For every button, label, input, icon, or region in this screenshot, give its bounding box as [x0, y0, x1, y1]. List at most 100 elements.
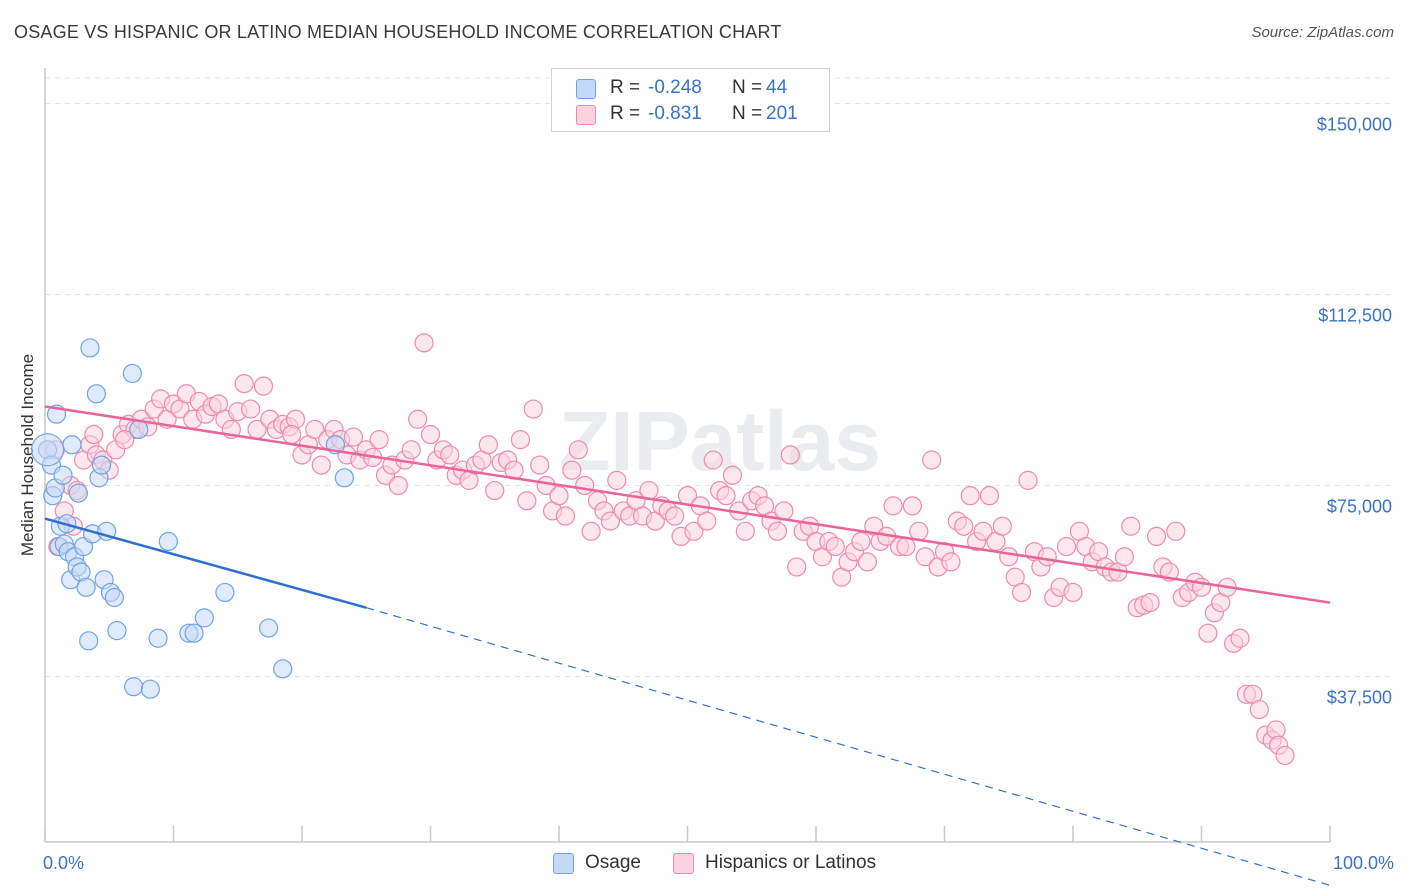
hispanics-point: [979, 486, 1000, 506]
n-value: 44: [766, 77, 788, 98]
hispanics-swatch: [576, 105, 596, 125]
r-value: -0.248: [648, 77, 702, 98]
series-osage: [30, 338, 355, 699]
n-label: N =: [732, 77, 763, 98]
hispanics-point: [857, 552, 878, 572]
hispanics-point: [767, 521, 788, 541]
hispanics-point: [1275, 745, 1295, 766]
hispanics-point: [1056, 536, 1077, 557]
hispanics-point: [1140, 593, 1160, 613]
osage-trend-extension: [366, 607, 1331, 886]
osage-point: [124, 677, 144, 697]
hispanics-point: [896, 536, 916, 557]
hispanics-point: [253, 376, 274, 396]
hispanics-point: [607, 470, 627, 490]
osage-point: [68, 483, 89, 503]
hispanics-point: [992, 516, 1012, 536]
tick-labels: $37,500 $75,000 $112,500 $150,000 0.0% 100.0%: [43, 114, 1394, 873]
hispanics-point: [440, 445, 460, 465]
hispanics-point: [735, 521, 755, 541]
hispanics-point: [408, 409, 428, 429]
hispanics-point: [241, 399, 261, 419]
osage-point: [79, 631, 99, 651]
hispanics-point: [369, 430, 389, 450]
hispanics-point: [305, 419, 325, 440]
osage-point: [158, 531, 178, 552]
n-value: 201: [766, 103, 798, 124]
hispanics-point: [1063, 582, 1083, 603]
hispanics-point: [716, 486, 736, 506]
osage-point: [334, 468, 355, 488]
hispanics-point: [311, 455, 331, 475]
r-value: -0.831: [648, 103, 702, 124]
osage-point: [273, 659, 293, 679]
n-label: N =: [732, 103, 763, 124]
hispanics-point: [684, 521, 704, 541]
hispanics-point: [420, 424, 441, 445]
hispanics-point: [1121, 516, 1141, 536]
hispanics-point: [851, 531, 871, 552]
hispanics-point: [84, 424, 104, 445]
osage-point: [86, 384, 107, 404]
hispanics-point: [234, 374, 254, 394]
hispanics-point: [562, 460, 582, 480]
y-tick-label: $37,500: [1327, 687, 1392, 707]
osage-point-large: [30, 433, 65, 467]
hispanics-point: [960, 486, 980, 506]
hispanics-point: [115, 430, 135, 450]
hispanics-point: [1249, 699, 1269, 720]
x-tick-label-max: 100.0%: [1333, 853, 1394, 873]
osage-point: [53, 465, 73, 485]
osage-point: [62, 435, 82, 455]
hispanics-point: [575, 475, 595, 496]
r-label: R =: [610, 77, 641, 98]
hispanics-point: [883, 496, 903, 516]
y-tick-label: $75,000: [1327, 496, 1392, 516]
x-tick-label-min: 0.0%: [43, 853, 84, 873]
hispanics-point: [600, 511, 621, 531]
hispanics-point: [485, 480, 505, 501]
hispanics-point: [510, 430, 531, 450]
hispanics-point: [549, 486, 569, 506]
osage-point: [184, 623, 204, 643]
osage-point: [104, 587, 124, 608]
chart-title: OSAGE VS HISPANIC OR LATINO MEDIAN HOUSE…: [14, 22, 782, 42]
hispanics-point: [401, 440, 421, 460]
hispanics-point: [555, 506, 576, 526]
hispanics-point: [1198, 623, 1218, 643]
hispanics-point: [1166, 521, 1186, 541]
correlation-legend: R = -0.248 N = 44 R = -0.831 N = 201: [551, 68, 830, 132]
hispanics-legend-swatch: [673, 853, 694, 874]
hispanics-point: [973, 521, 993, 541]
osage-point: [91, 455, 112, 475]
hispanics-point: [703, 450, 723, 470]
hispanics-point: [1037, 547, 1057, 567]
hispanics-point: [915, 547, 935, 567]
osage-swatch: [576, 79, 596, 99]
hispanics-point: [787, 557, 807, 577]
hispanics-point: [1114, 547, 1135, 567]
hispanics-point: [517, 491, 537, 511]
osage-point: [215, 582, 235, 603]
osage-legend-swatch: [553, 853, 574, 874]
osage-point: [148, 628, 168, 648]
osage-point: [129, 419, 149, 440]
osage-trend-line: [44, 517, 367, 609]
trend-lines: [44, 405, 1331, 886]
hispanics-point: [922, 450, 942, 470]
osage-legend-label: Osage: [585, 852, 641, 873]
y-tick-label: $112,500: [1318, 305, 1392, 325]
hispanics-point: [954, 516, 974, 536]
osage-point: [107, 621, 127, 641]
hispanics-point: [388, 475, 408, 496]
hispanics-point: [825, 536, 845, 557]
hispanics-point: [722, 465, 743, 485]
watermark: ZIPatlas: [559, 394, 881, 488]
hispanics-point: [581, 521, 601, 541]
osage-point: [122, 363, 142, 384]
hispanics-point: [568, 440, 588, 460]
r-label: R =: [610, 103, 641, 124]
hispanics-point: [343, 427, 363, 447]
hispanics-point: [780, 445, 800, 465]
y-tick-label: $150,000: [1317, 114, 1392, 134]
